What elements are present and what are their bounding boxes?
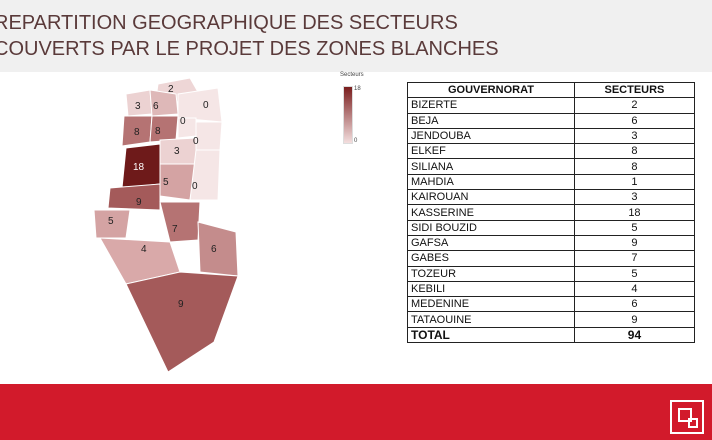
region-sousse — [195, 121, 223, 151]
gouvernorat-cell: ELKEF — [407, 143, 575, 160]
label-zaghouan: 0 — [180, 116, 186, 127]
label-jendouba: 3 — [135, 101, 141, 112]
secteurs-cell: 3 — [573, 189, 696, 206]
table-row: SIDI BOUZID 5 — [407, 219, 696, 236]
secteurs-cell: 8 — [573, 158, 696, 175]
table-row: JENDOUBA 3 — [407, 127, 696, 145]
secteurs-cell: 9 — [573, 311, 696, 328]
column-header-secteurs: SECTEURS — [573, 81, 696, 99]
gouvernorat-cell: KEBILI — [407, 280, 575, 298]
gouvernorat-cell: TOZEUR — [407, 265, 575, 282]
table-row: KAIROUAN 3 — [407, 189, 696, 206]
column-header-gouvernorat: GOUVERNORAT — [407, 81, 575, 99]
total-label: TOTAL — [407, 326, 575, 344]
table-row: TATAOUINE 9 — [407, 311, 696, 328]
sectors-table: GOUVERNORAT SECTEURS BIZERTE 2 BEJA 6 JEND… — [407, 81, 696, 344]
secteurs-cell: 8 — [573, 143, 696, 160]
gouvernorat-cell: MAHDIA — [407, 173, 575, 191]
table-header-row: GOUVERNORAT SECTEURS — [407, 81, 696, 99]
table-row: GABES 7 — [407, 250, 696, 267]
table-total-row: TOTAL 94 — [407, 326, 696, 344]
label-kebili: 4 — [141, 244, 147, 255]
table-row: SILIANA 8 — [407, 158, 696, 175]
secteurs-cell: 3 — [573, 127, 696, 145]
label-sousse: 0 — [193, 136, 199, 147]
table-row: BIZERTE 2 — [407, 97, 696, 114]
title-line-1: REPARTITION GEOGRAPHIQUE DES SECTEURS — [0, 12, 458, 34]
secteurs-cell: 6 — [573, 296, 696, 313]
region-gafsa — [107, 183, 161, 211]
label-beja: 6 — [153, 101, 159, 112]
slide-title: REPARTITION GEOGRAPHIQUE DES SECTEURS CO… — [0, 10, 499, 62]
region-medenine — [197, 221, 239, 277]
label-tozeur: 5 — [108, 216, 114, 227]
secteurs-cell: 1 — [573, 173, 696, 191]
label-nabeul: 0 — [203, 100, 209, 111]
table-row: GAFSA 9 — [407, 234, 696, 252]
map-value-labels: 2 3 6 0 0 8 8 0 3 18 5 0 9 5 7 6 4 9 — [108, 84, 217, 310]
secteurs-cell: 2 — [573, 97, 696, 114]
label-gabes: 7 — [172, 224, 178, 235]
table-row: KASSERINE 18 — [407, 204, 696, 221]
label-kairouan: 3 — [174, 146, 180, 157]
legend-max: 18 — [354, 86, 361, 92]
label-kasserine: 18 — [133, 162, 145, 173]
secteurs-cell: 9 — [573, 234, 696, 252]
gouvernorat-cell: MEDENINE — [407, 296, 575, 313]
legend-title: Secteurs — [340, 72, 364, 78]
footer-band — [0, 384, 712, 440]
title-line-2: COUVERTS PAR LE PROJET DES ZONES BLANCHE… — [0, 38, 499, 60]
table-row: MEDENINE 6 — [407, 296, 696, 313]
table-row: KEBILI 4 — [407, 280, 696, 298]
label-tataouine: 9 — [178, 299, 184, 310]
secteurs-cell: 4 — [573, 280, 696, 298]
secteurs-cell: 7 — [573, 250, 696, 267]
secteurs-cell: 18 — [573, 204, 696, 221]
table-row: TOZEUR 5 — [407, 265, 696, 282]
secteurs-cell: 6 — [573, 112, 696, 129]
region-mahdia — [189, 149, 221, 201]
region-gabes — [159, 201, 201, 243]
label-mahdia: 0 — [192, 181, 198, 192]
gouvernorat-cell: SIDI BOUZID — [407, 219, 575, 236]
label-gafsa: 9 — [136, 197, 142, 208]
gouvernorat-cell: TATAOUINE — [407, 311, 575, 328]
gouvernorat-cell: GAFSA — [407, 234, 575, 252]
total-value: 94 — [573, 326, 696, 344]
gouvernorat-cell: KAIROUAN — [407, 189, 575, 206]
brand-logo-icon — [670, 400, 704, 434]
label-siliana: 8 — [155, 126, 161, 137]
gouvernorat-cell: JENDOUBA — [407, 127, 575, 145]
secteurs-cell: 5 — [573, 219, 696, 236]
gouvernorat-cell: SILIANA — [407, 158, 575, 175]
table-row: BEJA 6 — [407, 112, 696, 129]
gouvernorat-cell: BIZERTE — [407, 97, 575, 114]
legend-gradient — [343, 86, 353, 144]
secteurs-cell: 5 — [573, 265, 696, 282]
tunisia-map: 2 3 6 0 0 8 8 0 3 18 5 0 9 5 7 6 4 9 — [93, 77, 239, 373]
title-band: REPARTITION GEOGRAPHIQUE DES SECTEURS CO… — [0, 0, 712, 72]
gouvernorat-cell: BEJA — [407, 112, 575, 129]
label-sidi-bouzid: 5 — [163, 177, 169, 188]
label-medenine: 6 — [211, 244, 217, 255]
table-row: ELKEF 8 — [407, 143, 696, 160]
label-bizerte: 2 — [168, 84, 174, 95]
legend-min: 0 — [354, 138, 358, 144]
region-tataouine — [125, 271, 239, 373]
label-elkef: 8 — [134, 127, 140, 138]
gouvernorat-cell: GABES — [407, 250, 575, 267]
region-tozeur — [93, 209, 131, 239]
gouvernorat-cell: KASSERINE — [407, 204, 575, 221]
table-row: MAHDIA 1 — [407, 173, 696, 191]
